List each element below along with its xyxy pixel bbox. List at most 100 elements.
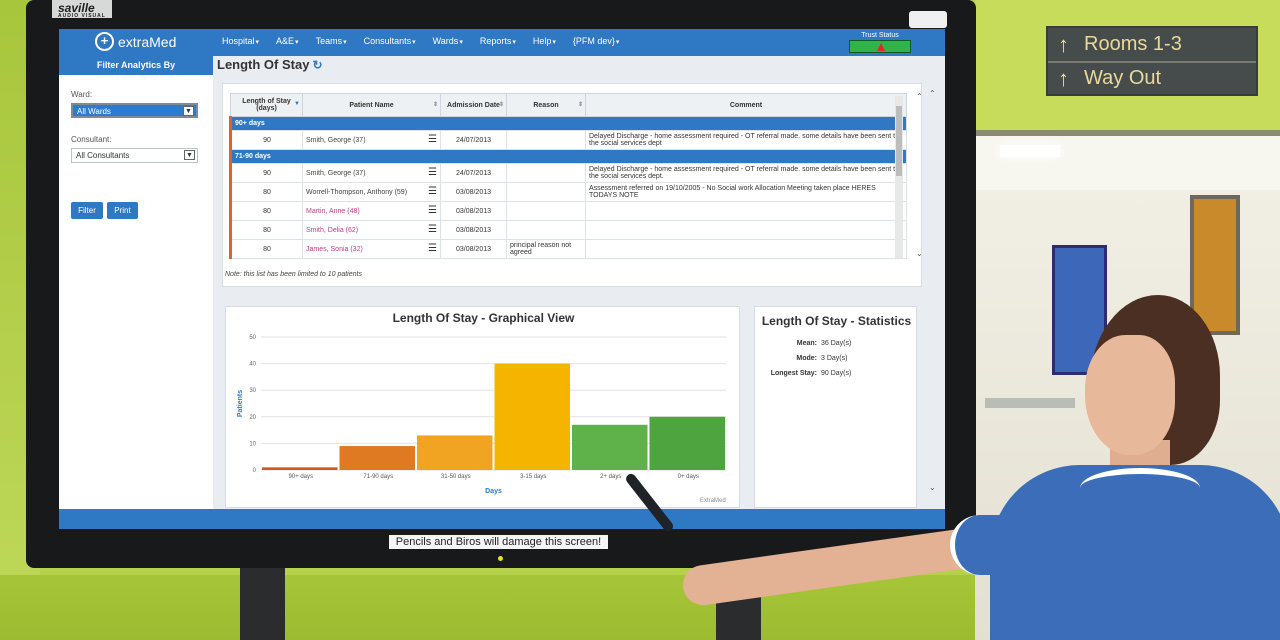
x-tick-label: 71-90 days xyxy=(363,474,393,480)
bar-1 xyxy=(262,467,338,470)
group-row[interactable]: 71-90 days xyxy=(229,149,907,164)
page-scroll: ⌃ ⌄ xyxy=(929,89,939,492)
sort-icon: ⇕ xyxy=(577,102,583,108)
uniform-collar xyxy=(1080,468,1200,508)
logo-text: extraMed xyxy=(118,33,177,50)
stats-title: Length Of Stay - Statistics xyxy=(761,314,912,328)
row-menu-icon[interactable]: ☰ xyxy=(428,224,437,235)
nav-pfm-dev[interactable]: {PFM dev} xyxy=(573,36,620,46)
x-tick-label: 90+ days xyxy=(288,474,313,480)
nav-ae[interactable]: A&E xyxy=(276,36,299,46)
trust-status-label: Trust Status xyxy=(861,32,899,39)
table-row[interactable]: 80 Smith, Delia (62) ☰ 03/08/2013 xyxy=(229,220,907,240)
y-tick-label: 30 xyxy=(249,388,256,394)
ward-select[interactable]: All Wards ▼ xyxy=(71,103,198,118)
table-row[interactable]: 80 Worrell-Thompson, Anthony (59) ☰ 03/08… xyxy=(229,182,907,202)
consultant-select[interactable]: All Consultants ▼ xyxy=(71,148,198,163)
x-tick-label: 2+ days xyxy=(600,474,621,480)
col-admission-date[interactable]: Admission Date ⇕ xyxy=(440,93,507,117)
col-length-of-stay[interactable]: Length of Stay (days) ▼ xyxy=(230,93,303,117)
brand-text: saville xyxy=(58,1,95,15)
table-row[interactable]: 80 James, Sonia (32) ☰ 03/08/2013 princip… xyxy=(229,239,907,259)
filter-button[interactable]: Filter xyxy=(71,202,103,219)
stat-mean: Mean: 36 Day(s) xyxy=(796,340,852,347)
patient-link[interactable]: Martin, Anne (48) xyxy=(306,207,360,215)
stat-mode: Mode: 3 Day(s) xyxy=(796,355,848,362)
row-menu-icon[interactable]: ☰ xyxy=(428,243,437,254)
scroll-down-icon[interactable]: ⌄ xyxy=(929,483,936,492)
sort-desc-icon: ▼ xyxy=(294,101,300,107)
row-menu-icon[interactable]: ☰ xyxy=(428,186,437,197)
table-note: Note: this list has been limited to 10 p… xyxy=(225,271,362,278)
sort-icon: ⇕ xyxy=(498,102,504,108)
trust-status[interactable]: Trust Status xyxy=(849,32,911,54)
ward-select-value: All Wards xyxy=(77,107,111,116)
scroll-up-icon[interactable]: ⌃ xyxy=(929,89,936,98)
table-row[interactable]: 90 Smith, George (37) ☰ 24/07/2013 Delaye… xyxy=(229,130,907,150)
ward-label: Ward: xyxy=(71,90,93,99)
print-button[interactable]: Print xyxy=(107,202,138,219)
patient-table-panel: Length of Stay (days) ▼ Patient Name ⇕ Adm… xyxy=(222,83,923,287)
refresh-icon[interactable]: ↻ xyxy=(312,58,323,72)
table-scrollbar-thumb[interactable] xyxy=(896,106,902,176)
patient-link[interactable]: Worrell-Thompson, Anthony (59) xyxy=(306,188,408,196)
table-row[interactable]: 90 Smith, George (37) ☰ 24/07/2013 Delaye… xyxy=(229,163,907,183)
patient-link[interactable]: James, Sonia (32) xyxy=(306,245,363,253)
bar-3 xyxy=(417,435,493,470)
plus-cross-icon: + xyxy=(95,32,114,51)
col-patient-name[interactable]: Patient Name ⇕ xyxy=(302,93,441,117)
y-tick-label: 20 xyxy=(249,415,256,421)
y-tick-label: 40 xyxy=(249,362,256,368)
corridor-ceiling xyxy=(975,130,1280,190)
y-tick-label: 10 xyxy=(249,441,256,447)
patient-link[interactable]: Smith, George (37) xyxy=(306,136,366,144)
row-menu-icon[interactable]: ☰ xyxy=(428,134,437,145)
col-reason[interactable]: Reason ⇕ xyxy=(506,93,586,117)
bar-chart: 0 10 20 30 40 50 90+ days 71-90 days 31-50 days 3… xyxy=(237,335,726,495)
chart-title: Length Of Stay - Graphical View xyxy=(392,311,575,325)
nav-hospital[interactable]: Hospital xyxy=(222,36,259,46)
y-tick-label: 0 xyxy=(253,468,257,474)
power-led xyxy=(498,556,503,561)
group-row[interactable]: 90+ days xyxy=(229,116,907,131)
sort-icon: ⇕ xyxy=(432,102,438,108)
stat-longest: Longest Stay: 90 Day(s) xyxy=(770,370,852,377)
row-menu-icon[interactable]: ☰ xyxy=(428,205,437,216)
stats-panel: Length Of Stay - Statistics Mean: 36 Day(… xyxy=(754,306,917,508)
filter-panel: Filter Analytics By Ward: All Wards ▼ Co… xyxy=(59,56,213,509)
hand-rail xyxy=(985,398,1075,408)
nav-reports[interactable]: Reports xyxy=(480,36,516,46)
bar-4 xyxy=(494,363,570,470)
filter-title: Filter Analytics By xyxy=(59,56,213,75)
sign-way-out-text: Way Out xyxy=(1084,67,1162,89)
trust-status-indicator xyxy=(849,40,911,53)
monitor-brand: saville AUDIO VISUAL xyxy=(52,0,112,19)
nav-teams[interactable]: Teams xyxy=(316,36,347,46)
webcam xyxy=(909,11,947,28)
x-tick-label: 31-50 days xyxy=(441,474,471,480)
chart-panel: Length Of Stay - Graphical View 0 10 20 30 4… xyxy=(225,306,740,508)
patient-link[interactable]: Smith, George (37) xyxy=(306,169,366,177)
uniform-sleeve xyxy=(950,515,1040,575)
sign-row-rooms: ↑ Rooms 1-3 xyxy=(1048,28,1256,61)
scroll-up-icon[interactable]: ⌃ xyxy=(916,92,923,101)
row-menu-icon[interactable]: ☰ xyxy=(428,167,437,178)
ceiling-light xyxy=(1000,145,1060,157)
table-scrollbar[interactable] xyxy=(895,96,903,258)
nav-consultants[interactable]: Consultants xyxy=(364,36,416,46)
nurse xyxy=(680,290,1280,640)
stat-mode-value: 3 Day(s) xyxy=(821,355,848,362)
x-axis-label: Days xyxy=(485,488,502,495)
patient-table: Length of Stay (days) ▼ Patient Name ⇕ Adm… xyxy=(229,93,907,259)
scroll-down-icon[interactable]: ⌄ xyxy=(916,249,923,258)
chevron-down-icon: ▼ xyxy=(184,150,195,160)
sign-rooms-text: Rooms 1-3 xyxy=(1084,33,1182,55)
bar-2 xyxy=(339,446,415,470)
app-logo[interactable]: + extraMed xyxy=(95,32,176,51)
col-comment[interactable]: Comment⇕ xyxy=(585,93,907,117)
patient-link[interactable]: Smith, Delia (62) xyxy=(306,226,359,234)
nav-help[interactable]: Help xyxy=(533,36,556,46)
nav-wards[interactable]: Wards xyxy=(433,36,463,46)
table-row[interactable]: 80 Martin, Anne (48) ☰ 03/08/2013 xyxy=(229,201,907,221)
stat-longest-value: 90 Day(s) xyxy=(821,370,852,377)
